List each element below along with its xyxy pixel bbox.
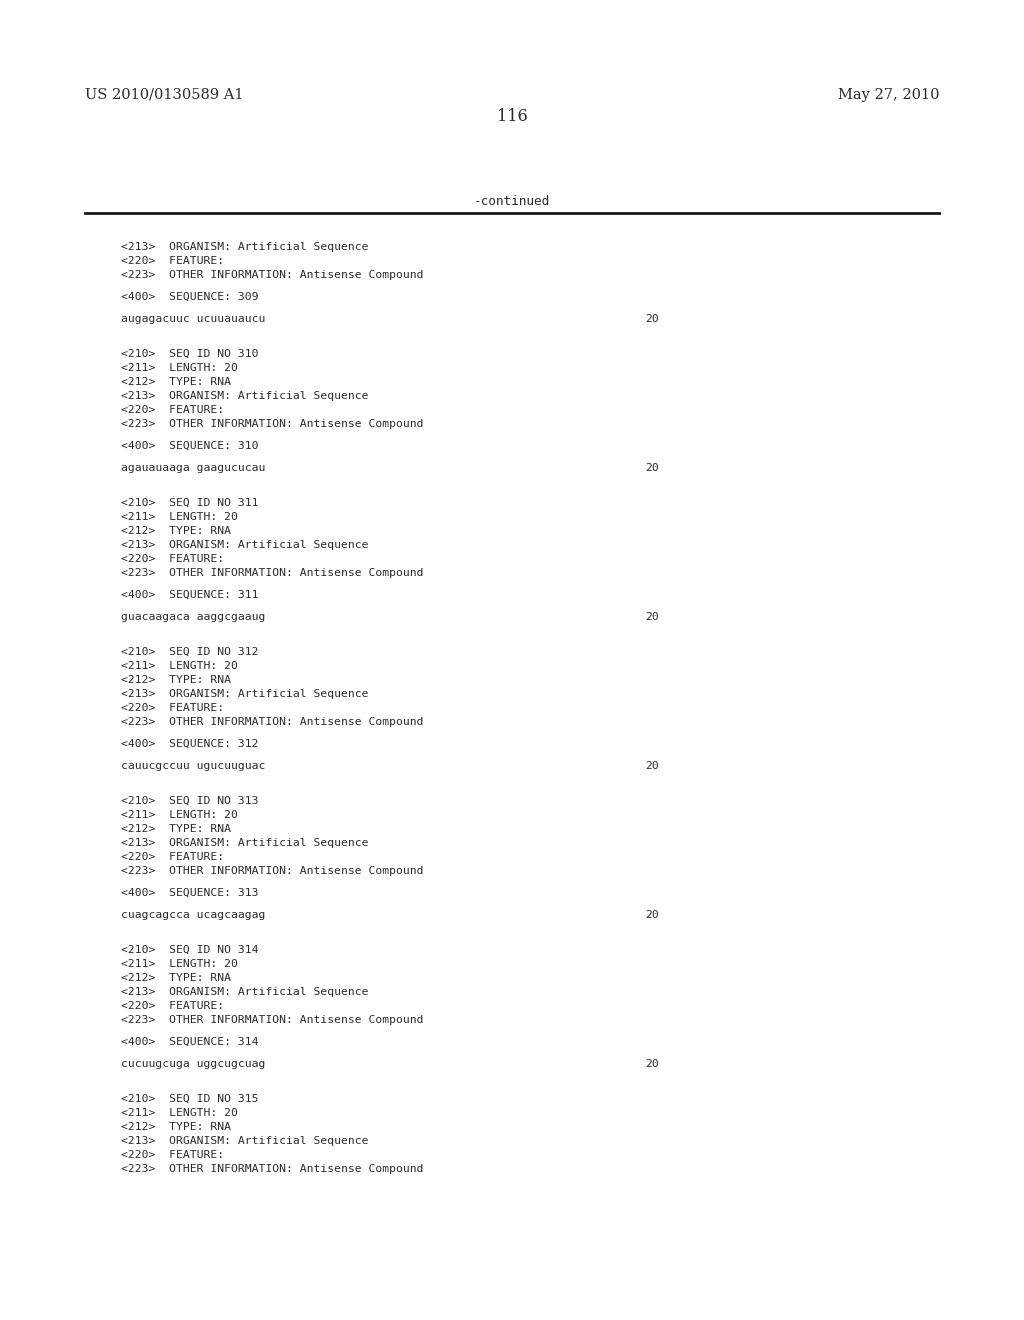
Text: <220>  FEATURE:: <220> FEATURE: [121,256,224,267]
Text: agauauaaga gaagucucau: agauauaaga gaagucucau [121,463,265,473]
Text: <211>  LENGTH: 20: <211> LENGTH: 20 [121,363,238,374]
Text: <400>  SEQUENCE: 311: <400> SEQUENCE: 311 [121,590,258,601]
Text: 20: 20 [645,314,658,323]
Text: <210>  SEQ ID NO 310: <210> SEQ ID NO 310 [121,348,258,359]
Text: cucuugcuga uggcugcuag: cucuugcuga uggcugcuag [121,1059,265,1069]
Text: <213>  ORGANISM: Artificial Sequence: <213> ORGANISM: Artificial Sequence [121,838,369,847]
Text: 20: 20 [645,762,658,771]
Text: <400>  SEQUENCE: 314: <400> SEQUENCE: 314 [121,1038,258,1047]
Text: <213>  ORGANISM: Artificial Sequence: <213> ORGANISM: Artificial Sequence [121,391,369,401]
Text: 20: 20 [645,612,658,622]
Text: US 2010/0130589 A1: US 2010/0130589 A1 [85,88,244,102]
Text: <211>  LENGTH: 20: <211> LENGTH: 20 [121,1107,238,1118]
Text: <223>  OTHER INFORMATION: Antisense Compound: <223> OTHER INFORMATION: Antisense Compo… [121,418,423,429]
Text: <212>  TYPE: RNA: <212> TYPE: RNA [121,1122,230,1133]
Text: <210>  SEQ ID NO 315: <210> SEQ ID NO 315 [121,1094,258,1104]
Text: <211>  LENGTH: 20: <211> LENGTH: 20 [121,661,238,671]
Text: <211>  LENGTH: 20: <211> LENGTH: 20 [121,810,238,820]
Text: <213>  ORGANISM: Artificial Sequence: <213> ORGANISM: Artificial Sequence [121,242,369,252]
Text: <220>  FEATURE:: <220> FEATURE: [121,405,224,414]
Text: <220>  FEATURE:: <220> FEATURE: [121,1150,224,1160]
Text: <213>  ORGANISM: Artificial Sequence: <213> ORGANISM: Artificial Sequence [121,987,369,997]
Text: <212>  TYPE: RNA: <212> TYPE: RNA [121,525,230,536]
Text: 20: 20 [645,1059,658,1069]
Text: <210>  SEQ ID NO 314: <210> SEQ ID NO 314 [121,945,258,954]
Text: <211>  LENGTH: 20: <211> LENGTH: 20 [121,960,238,969]
Text: <223>  OTHER INFORMATION: Antisense Compound: <223> OTHER INFORMATION: Antisense Compo… [121,866,423,876]
Text: 20: 20 [645,463,658,473]
Text: <223>  OTHER INFORMATION: Antisense Compound: <223> OTHER INFORMATION: Antisense Compo… [121,271,423,280]
Text: <212>  TYPE: RNA: <212> TYPE: RNA [121,973,230,983]
Text: <211>  LENGTH: 20: <211> LENGTH: 20 [121,512,238,521]
Text: <212>  TYPE: RNA: <212> TYPE: RNA [121,378,230,387]
Text: <400>  SEQUENCE: 310: <400> SEQUENCE: 310 [121,441,258,451]
Text: <213>  ORGANISM: Artificial Sequence: <213> ORGANISM: Artificial Sequence [121,540,369,550]
Text: <223>  OTHER INFORMATION: Antisense Compound: <223> OTHER INFORMATION: Antisense Compo… [121,1015,423,1026]
Text: <220>  FEATURE:: <220> FEATURE: [121,851,224,862]
Text: <210>  SEQ ID NO 313: <210> SEQ ID NO 313 [121,796,258,807]
Text: <220>  FEATURE:: <220> FEATURE: [121,1001,224,1011]
Text: <400>  SEQUENCE: 312: <400> SEQUENCE: 312 [121,739,258,748]
Text: <400>  SEQUENCE: 309: <400> SEQUENCE: 309 [121,292,258,302]
Text: <210>  SEQ ID NO 312: <210> SEQ ID NO 312 [121,647,258,657]
Text: -continued: -continued [474,195,550,209]
Text: augagacuuc ucuuauaucu: augagacuuc ucuuauaucu [121,314,265,323]
Text: <213>  ORGANISM: Artificial Sequence: <213> ORGANISM: Artificial Sequence [121,689,369,700]
Text: <223>  OTHER INFORMATION: Antisense Compound: <223> OTHER INFORMATION: Antisense Compo… [121,1164,423,1173]
Text: <400>  SEQUENCE: 313: <400> SEQUENCE: 313 [121,888,258,898]
Text: <220>  FEATURE:: <220> FEATURE: [121,554,224,564]
Text: <213>  ORGANISM: Artificial Sequence: <213> ORGANISM: Artificial Sequence [121,1137,369,1146]
Text: <220>  FEATURE:: <220> FEATURE: [121,704,224,713]
Text: <212>  TYPE: RNA: <212> TYPE: RNA [121,675,230,685]
Text: <210>  SEQ ID NO 311: <210> SEQ ID NO 311 [121,498,258,508]
Text: <212>  TYPE: RNA: <212> TYPE: RNA [121,824,230,834]
Text: 116: 116 [497,108,527,125]
Text: cuagcagcca ucagcaagag: cuagcagcca ucagcaagag [121,909,265,920]
Text: cauucgccuu ugucuuguac: cauucgccuu ugucuuguac [121,762,265,771]
Text: <223>  OTHER INFORMATION: Antisense Compound: <223> OTHER INFORMATION: Antisense Compo… [121,568,423,578]
Text: <223>  OTHER INFORMATION: Antisense Compound: <223> OTHER INFORMATION: Antisense Compo… [121,717,423,727]
Text: May 27, 2010: May 27, 2010 [838,88,939,102]
Text: 20: 20 [645,909,658,920]
Text: guacaagaca aaggcgaaug: guacaagaca aaggcgaaug [121,612,265,622]
